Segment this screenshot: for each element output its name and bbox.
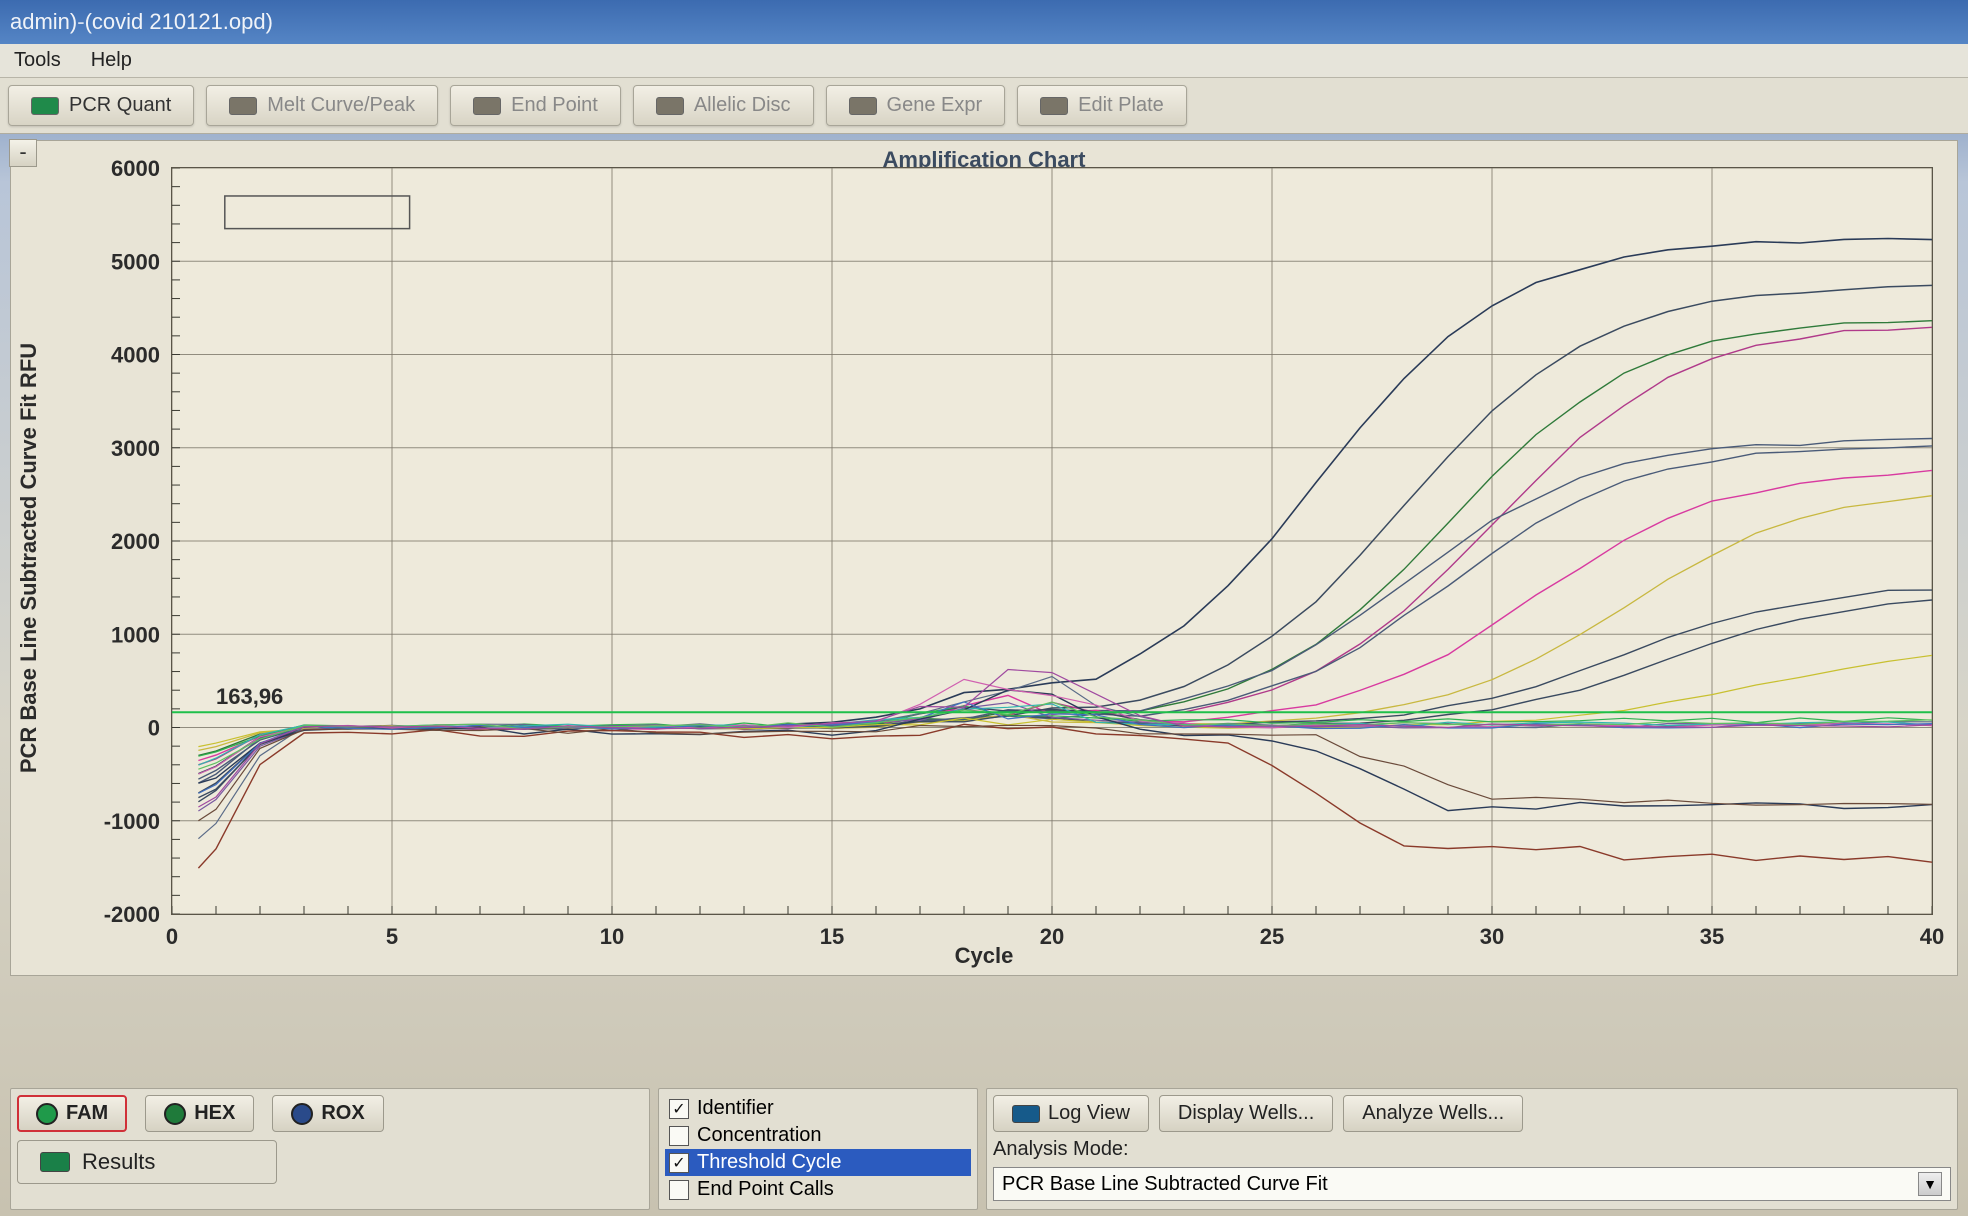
- tab-melt-curve-peak[interactable]: Melt Curve/Peak: [206, 85, 438, 126]
- svg-text:3000: 3000: [111, 436, 160, 461]
- tab-edit-plate[interactable]: Edit Plate: [1017, 85, 1187, 126]
- check-label: Threshold Cycle: [697, 1151, 842, 1174]
- dye-glyph-icon: [291, 1103, 313, 1125]
- checkbox-icon[interactable]: [669, 1126, 689, 1146]
- tab-row: PCR Quant Melt Curve/Peak End Point Allelic…: [0, 78, 1968, 134]
- tab-swatch-icon: [1040, 97, 1068, 115]
- log-view-label: Log View: [1048, 1102, 1130, 1125]
- tab-allelic-disc[interactable]: Allelic Disc: [633, 85, 814, 126]
- dye-glyph-icon: [164, 1103, 186, 1125]
- dye-label: HEX: [194, 1102, 235, 1125]
- display-wells-label: Display Wells...: [1178, 1102, 1314, 1125]
- tab-gene-expr[interactable]: Gene Expr: [826, 85, 1006, 126]
- tab-label: Edit Plate: [1078, 94, 1164, 117]
- tab-swatch-icon: [656, 97, 684, 115]
- svg-text:-2000: -2000: [104, 902, 160, 927]
- analysis-panel: Log View Display Wells... Analyze Wells.…: [986, 1088, 1958, 1210]
- check-label: Identifier: [697, 1097, 774, 1120]
- menu-help[interactable]: Help: [85, 45, 138, 76]
- y-axis-label: PCR Base Line Subtracted Curve Fit RFU: [16, 343, 42, 773]
- bottom-panels: FAM HEX ROX Results ✓ Identifier Concentrati…: [10, 1088, 1958, 1210]
- analyze-wells-label: Analyze Wells...: [1362, 1102, 1504, 1125]
- analyze-wells-button[interactable]: Analyze Wells...: [1343, 1095, 1523, 1132]
- display-wells-button[interactable]: Display Wells...: [1159, 1095, 1333, 1132]
- plot-area[interactable]: 163,96: [171, 167, 1933, 915]
- tab-swatch-icon: [473, 97, 501, 115]
- svg-text:2000: 2000: [111, 529, 160, 554]
- check-end-point-calls[interactable]: End Point Calls: [665, 1176, 971, 1203]
- check-label: End Point Calls: [697, 1178, 834, 1201]
- tab-swatch-icon: [849, 97, 877, 115]
- tab-label: Allelic Disc: [694, 94, 791, 117]
- checklist-panel: ✓ Identifier Concentration ✓ Threshold Cycle…: [658, 1088, 978, 1210]
- dye-label: ROX: [321, 1102, 364, 1125]
- results-label: Results: [82, 1149, 155, 1175]
- tab-swatch-icon: [31, 97, 59, 115]
- tab-pcr-quant[interactable]: PCR Quant: [8, 85, 194, 126]
- checkbox-icon[interactable]: ✓: [669, 1099, 689, 1119]
- svg-text:-1000: -1000: [104, 809, 160, 834]
- titlebar: admin) - (covid 210121.opd): [0, 0, 1968, 44]
- results-button[interactable]: Results: [17, 1140, 277, 1184]
- svg-text:1000: 1000: [111, 622, 160, 647]
- title-file: (covid 210121.opd): [85, 9, 273, 35]
- log-view-swatch-icon: [1012, 1105, 1040, 1123]
- svg-text:5000: 5000: [111, 249, 160, 274]
- tab-label: Melt Curve/Peak: [267, 94, 415, 117]
- svg-text:4000: 4000: [111, 343, 160, 368]
- tab-label: PCR Quant: [69, 94, 171, 117]
- tab-label: Gene Expr: [887, 94, 983, 117]
- dye-panel: FAM HEX ROX Results: [10, 1088, 650, 1210]
- dye-fam-button[interactable]: FAM: [17, 1095, 127, 1132]
- checkbox-icon[interactable]: ✓: [669, 1153, 689, 1173]
- chart-panel: - Amplification Chart PCR Base Line Subt…: [10, 140, 1958, 976]
- dye-rox-button[interactable]: ROX: [272, 1095, 383, 1132]
- threshold-label: 163,96: [216, 684, 283, 709]
- log-view-button[interactable]: Log View: [993, 1095, 1149, 1132]
- title-sep: -: [77, 9, 84, 35]
- dye-hex-button[interactable]: HEX: [145, 1095, 254, 1132]
- analysis-mode-select[interactable]: PCR Base Line Subtracted Curve Fit ▼: [993, 1167, 1951, 1201]
- tab-swatch-icon: [229, 97, 257, 115]
- dye-label: FAM: [66, 1102, 108, 1125]
- check-label: Concentration: [697, 1124, 822, 1147]
- svg-text:0: 0: [148, 716, 160, 741]
- analysis-mode-label: Analysis Mode:: [993, 1138, 1951, 1161]
- dye-glyph-icon: [36, 1103, 58, 1125]
- analysis-mode-value: PCR Base Line Subtracted Curve Fit: [1002, 1173, 1328, 1196]
- dropdown-arrow-icon: ▼: [1918, 1172, 1942, 1196]
- check-identifier[interactable]: ✓ Identifier: [665, 1095, 971, 1122]
- menu-tools[interactable]: Tools: [8, 45, 67, 76]
- results-swatch-icon: [40, 1152, 70, 1172]
- tab-label: End Point: [511, 94, 598, 117]
- menubar: Tools Help: [0, 44, 1968, 78]
- title-prefix: admin): [10, 9, 77, 35]
- x-axis-label: Cycle: [11, 943, 1957, 969]
- check-concentration[interactable]: Concentration: [665, 1122, 971, 1149]
- check-threshold-cycle[interactable]: ✓ Threshold Cycle: [665, 1149, 971, 1176]
- tab-end-point[interactable]: End Point: [450, 85, 621, 126]
- checkbox-icon[interactable]: [669, 1180, 689, 1200]
